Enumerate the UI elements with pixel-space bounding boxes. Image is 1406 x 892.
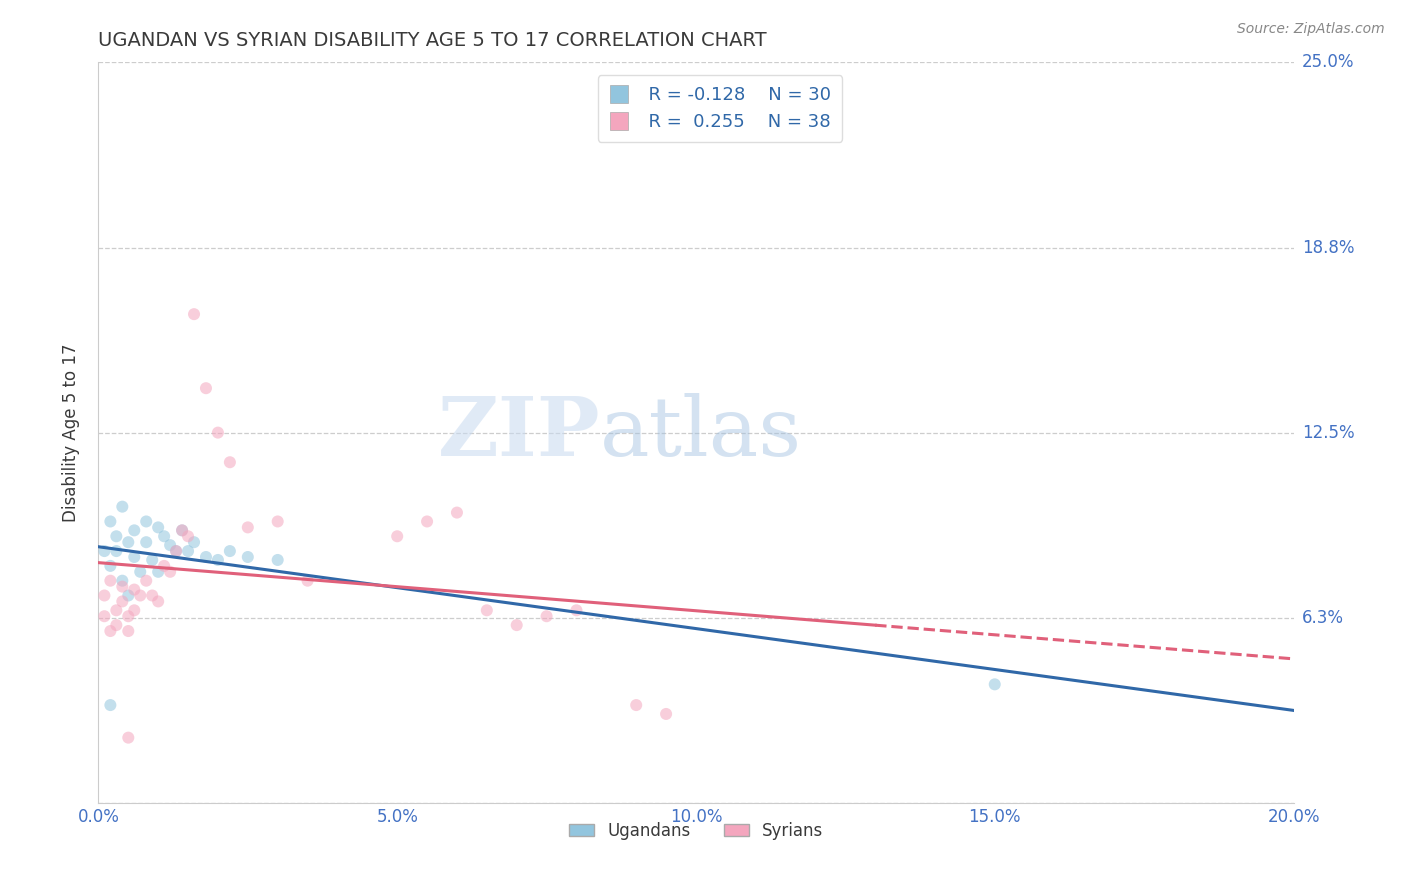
Text: Source: ZipAtlas.com: Source: ZipAtlas.com [1237, 22, 1385, 37]
Point [159, 538, 181, 552]
Point [105, 603, 128, 617]
Point [105, 529, 128, 543]
Legend: Ugandans, Syrians: Ugandans, Syrians [562, 815, 830, 847]
Point [172, 524, 194, 538]
Point [446, 506, 468, 520]
Point [124, 582, 146, 597]
Point [93, 544, 115, 558]
Point [141, 553, 163, 567]
Point [219, 455, 242, 469]
Point [117, 624, 139, 638]
Point [98, 558, 122, 573]
Point [165, 544, 187, 558]
Point [207, 553, 229, 567]
Point [111, 500, 134, 514]
Point [117, 609, 139, 624]
Point [105, 544, 128, 558]
Point [98, 624, 122, 638]
Point [177, 529, 200, 543]
Point [475, 603, 498, 617]
Point [626, 698, 648, 712]
Point [236, 549, 259, 564]
Point [124, 549, 146, 564]
Point [153, 529, 176, 543]
Point [655, 706, 678, 721]
Point [984, 677, 1007, 691]
Point [93, 589, 115, 603]
Point [111, 594, 134, 608]
Text: 12.5%: 12.5% [1302, 424, 1354, 442]
Text: 25.0%: 25.0% [1302, 54, 1354, 71]
Point [117, 535, 139, 549]
Point [385, 529, 409, 543]
Point [93, 609, 115, 624]
Point [124, 603, 146, 617]
Point [129, 565, 152, 579]
Point [183, 535, 205, 549]
Point [177, 544, 200, 558]
Point [148, 565, 170, 579]
Point [183, 307, 205, 321]
Point [117, 731, 139, 745]
Point [117, 589, 139, 603]
Point [506, 618, 529, 632]
Point [297, 574, 319, 588]
Point [105, 618, 128, 632]
Point [172, 524, 194, 538]
Y-axis label: Disability Age 5 to 17: Disability Age 5 to 17 [62, 343, 80, 522]
Point [148, 594, 170, 608]
Point [207, 425, 229, 440]
Point [98, 515, 122, 529]
Point [267, 515, 290, 529]
Point [135, 535, 157, 549]
Point [141, 589, 163, 603]
Text: ZIP: ZIP [437, 392, 600, 473]
Point [98, 574, 122, 588]
Text: 18.8%: 18.8% [1302, 238, 1354, 257]
Text: UGANDAN VS SYRIAN DISABILITY AGE 5 TO 17 CORRELATION CHART: UGANDAN VS SYRIAN DISABILITY AGE 5 TO 17… [98, 30, 768, 50]
Point [219, 544, 242, 558]
Point [236, 520, 259, 534]
Point [536, 609, 558, 624]
Text: atlas: atlas [600, 392, 803, 473]
Point [148, 520, 170, 534]
Point [267, 553, 290, 567]
Point [195, 381, 218, 395]
Point [135, 574, 157, 588]
Text: 6.3%: 6.3% [1302, 608, 1344, 627]
Point [98, 698, 122, 712]
Point [111, 574, 134, 588]
Point [111, 580, 134, 594]
Point [124, 524, 146, 538]
Point [135, 515, 157, 529]
Point [153, 558, 176, 573]
Point [565, 603, 588, 617]
Point [195, 549, 218, 564]
Point [416, 515, 439, 529]
Point [129, 589, 152, 603]
Point [159, 565, 181, 579]
Point [165, 544, 187, 558]
